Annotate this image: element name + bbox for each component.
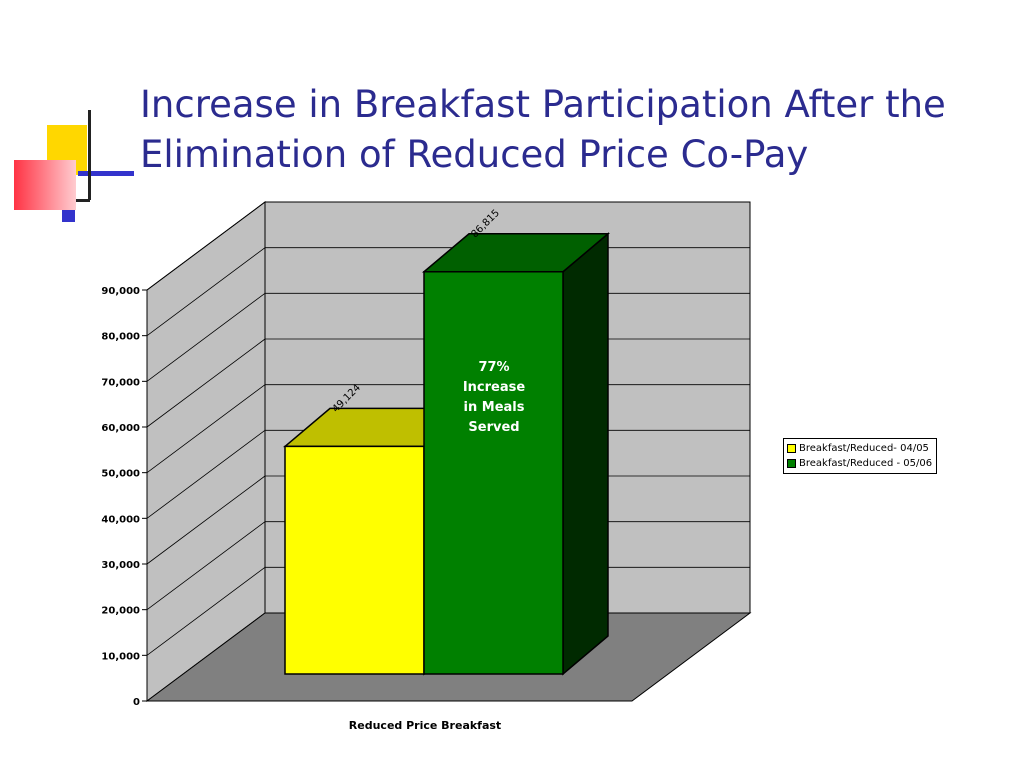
gridline bbox=[146, 201, 266, 291]
annotation-line: Served bbox=[468, 420, 520, 435]
decor-small-blue-square bbox=[62, 210, 75, 222]
y-tick-label: 80,000 bbox=[101, 332, 140, 343]
x-axis-label: Reduced Price Breakfast bbox=[349, 719, 501, 732]
bar-2 bbox=[421, 232, 611, 676]
gridline bbox=[146, 430, 266, 519]
annotation-line: in Meals bbox=[463, 400, 525, 415]
legend-swatch-2004-05 bbox=[787, 444, 796, 453]
y-tick-label: 50,000 bbox=[101, 469, 140, 480]
y-tick-label: 0 bbox=[133, 697, 140, 708]
decor-blue-bar bbox=[78, 171, 134, 176]
legend-label: Breakfast/Reduced- 04/05 bbox=[799, 443, 929, 454]
gridline bbox=[146, 384, 266, 473]
gridline bbox=[146, 475, 266, 565]
y-tick-label: 30,000 bbox=[101, 560, 140, 571]
gridline bbox=[146, 521, 266, 610]
annotation-line: 77% bbox=[478, 360, 510, 375]
legend-label: Breakfast/Reduced - 05/06 bbox=[799, 458, 933, 469]
y-tick-label: 20,000 bbox=[101, 606, 140, 617]
legend-item: Breakfast/Reduced- 04/05 bbox=[787, 441, 932, 456]
gridline bbox=[146, 247, 266, 336]
y-tick-label: 10,000 bbox=[101, 651, 140, 662]
decor-vertical-line bbox=[88, 110, 91, 200]
bar-side bbox=[562, 232, 609, 676]
increase-annotation: 77% Increase in Meals Served bbox=[430, 358, 558, 438]
chart-legend: Breakfast/Reduced- 04/05 Breakfast/Reduc… bbox=[783, 438, 938, 474]
bar-front bbox=[284, 445, 425, 675]
slide-title: Increase in Breakfast Participation Afte… bbox=[140, 83, 946, 176]
decor-red-square bbox=[14, 160, 76, 210]
y-tick-label: 90,000 bbox=[101, 286, 140, 297]
y-tick-label: 70,000 bbox=[101, 377, 140, 388]
gridline bbox=[146, 293, 266, 382]
legend-item: Breakfast/Reduced - 05/06 bbox=[787, 456, 932, 471]
y-tick-label: 40,000 bbox=[101, 514, 140, 525]
legend-swatch-2005-06 bbox=[787, 459, 796, 468]
bar-front bbox=[423, 271, 564, 675]
y-tick-label: 60,000 bbox=[101, 423, 140, 434]
gridline bbox=[146, 567, 266, 656]
annotation-line: Increase bbox=[462, 380, 526, 395]
gridline bbox=[146, 338, 266, 428]
